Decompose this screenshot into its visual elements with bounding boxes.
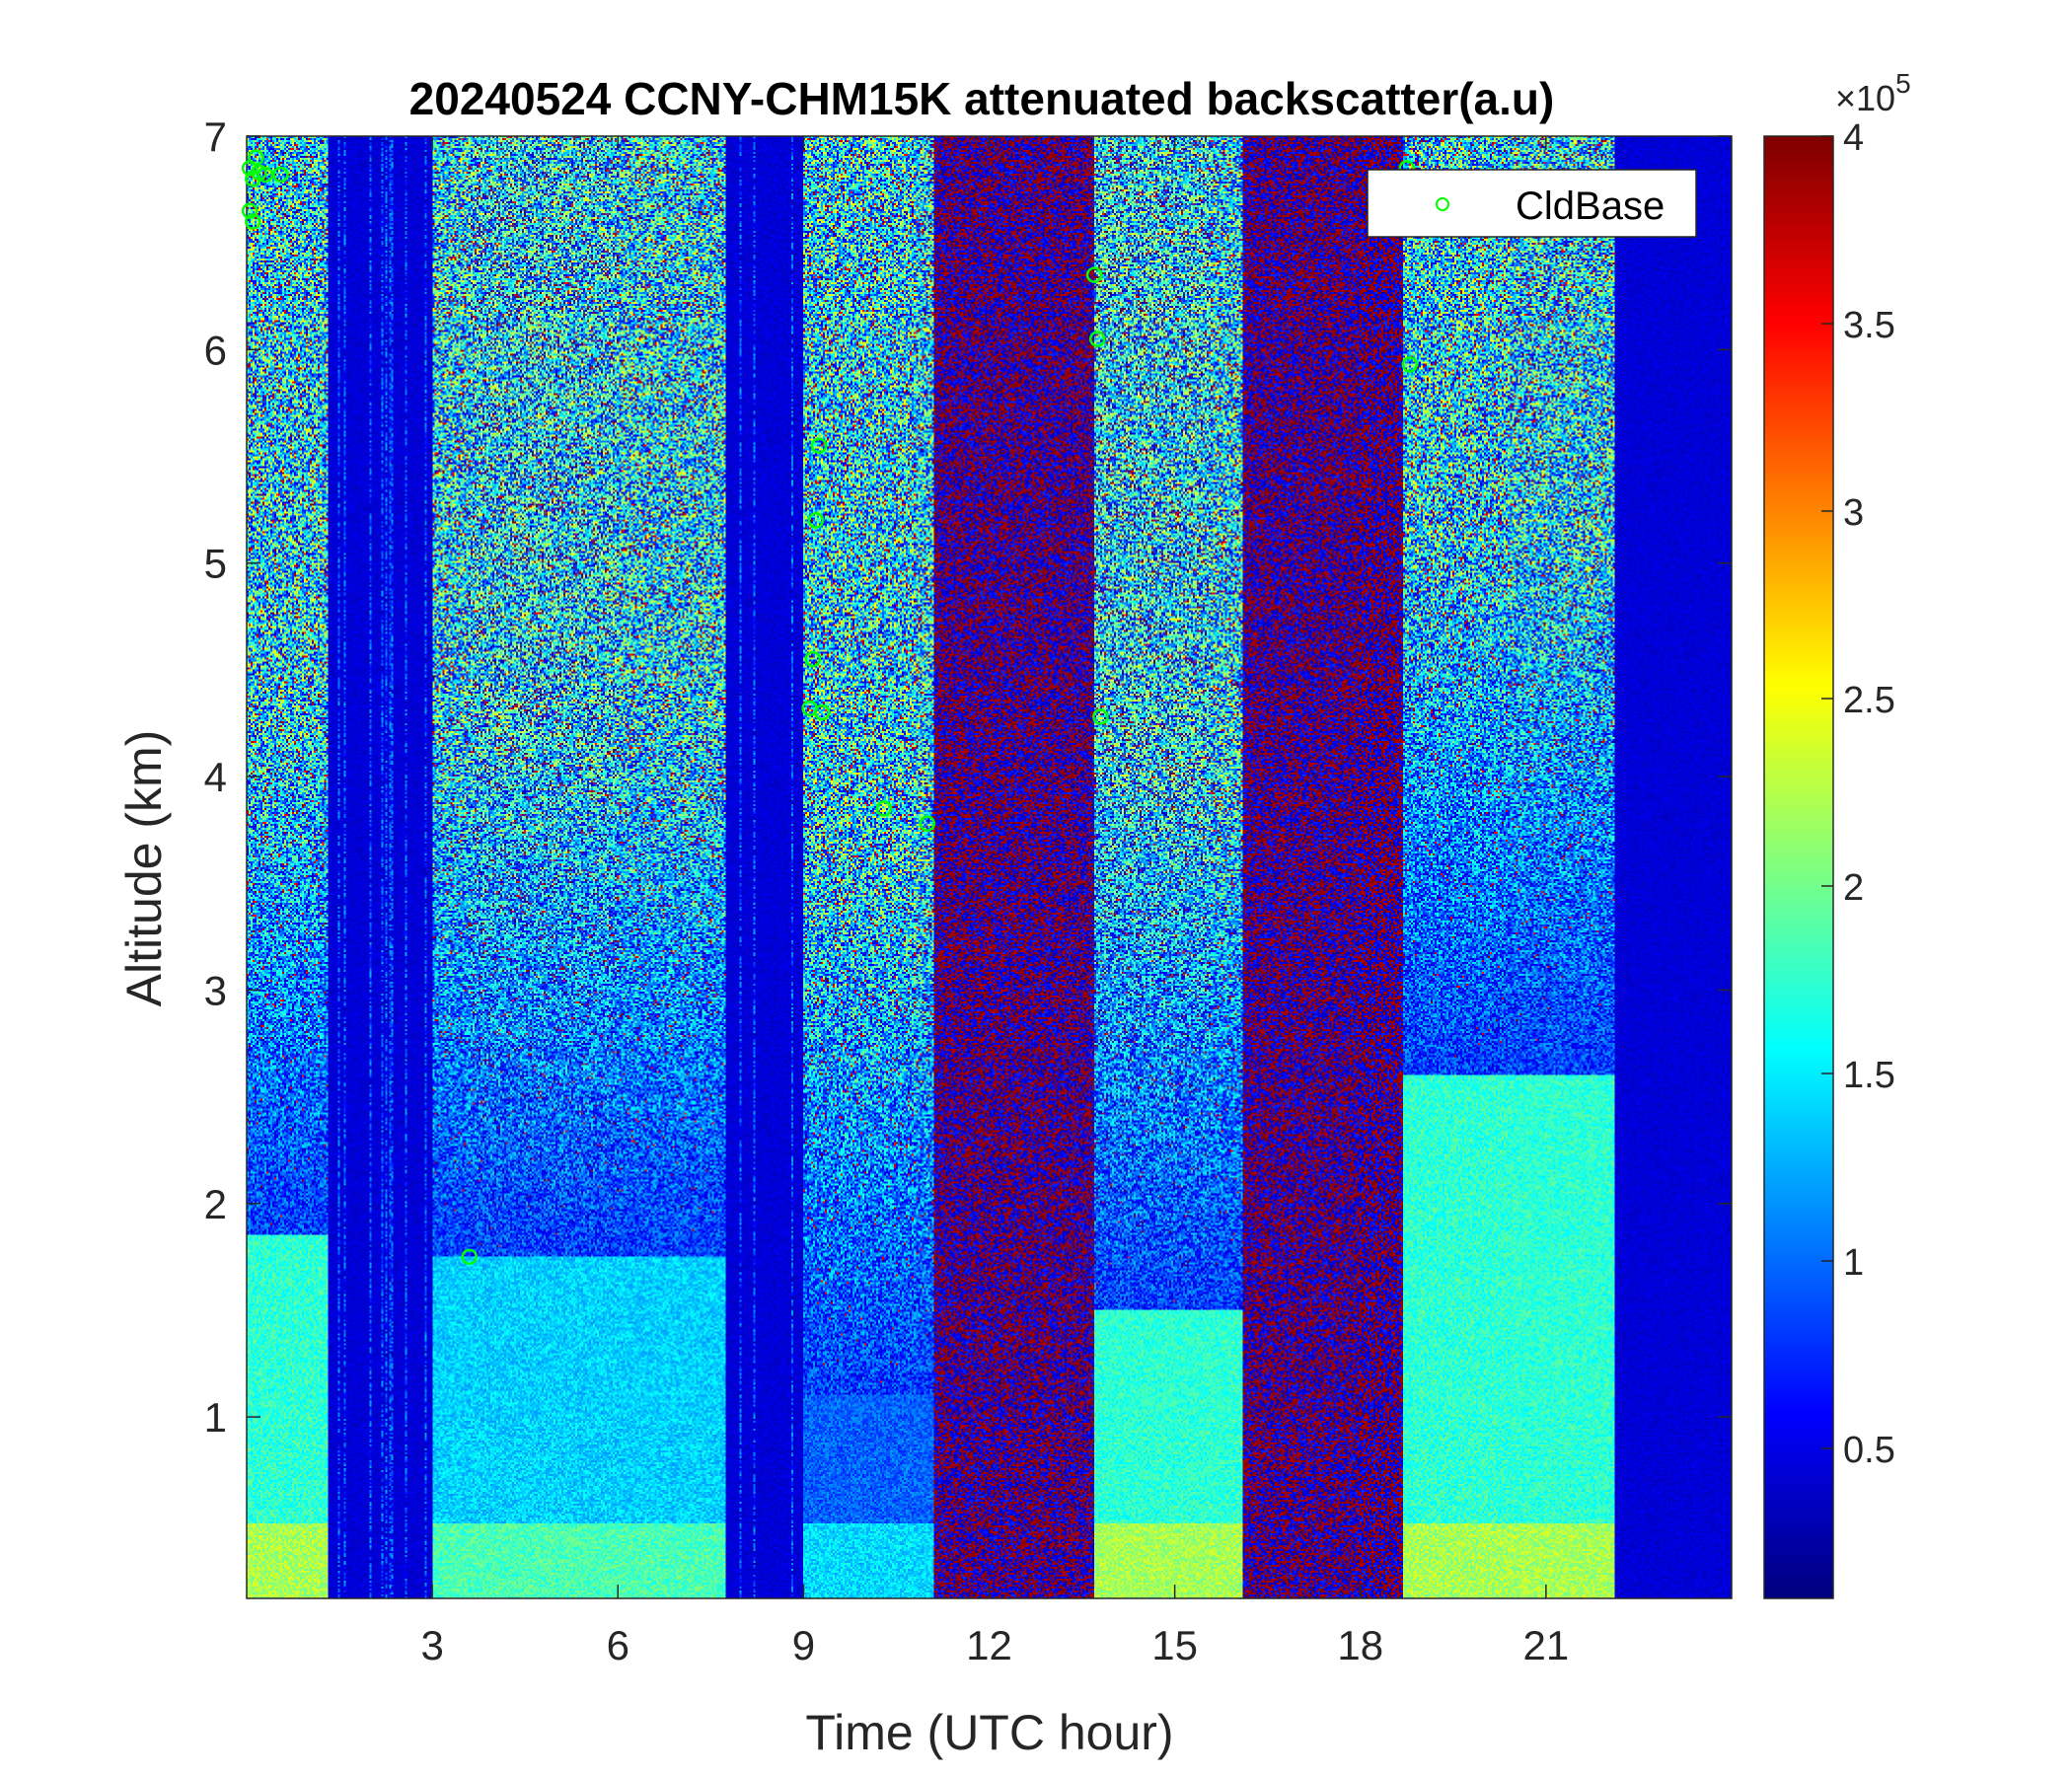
cldbase-point bbox=[807, 512, 825, 529]
x-axis-label: Time (UTC hour) bbox=[805, 1705, 1173, 1760]
legend-marker-icon bbox=[1436, 197, 1449, 211]
legend: CldBase bbox=[1367, 169, 1697, 238]
heatmap-image bbox=[247, 136, 1732, 1598]
plot-area bbox=[246, 135, 1733, 1599]
cldbase-point bbox=[241, 202, 259, 219]
colorbar-tick-label: 2.5 bbox=[1843, 680, 1895, 721]
cldbase-point bbox=[1088, 331, 1106, 347]
cldbase-point bbox=[1401, 356, 1419, 373]
x-axis: 3 6 9 12 15 18 21 bbox=[420, 136, 1569, 1668]
colorbar: 0.5 1 1.5 2 2.5 3 3.5 4 ×105 bbox=[1763, 68, 1911, 1599]
legend-box bbox=[1367, 169, 1697, 238]
cldbase-point bbox=[272, 166, 289, 184]
y-tick-label: 6 bbox=[204, 327, 227, 373]
y-tick-label: 4 bbox=[204, 754, 227, 800]
colorbar-tick-label: 1.5 bbox=[1843, 1055, 1895, 1096]
cldbase-point bbox=[810, 437, 828, 454]
cldbase-point bbox=[248, 149, 264, 166]
colorbar-tick-label: 4 bbox=[1843, 117, 1864, 159]
colorbar-tick-label: 1 bbox=[1843, 1242, 1864, 1284]
y-axis: 1 2 3 4 5 6 7 bbox=[204, 113, 1732, 1441]
x-tick-label: 9 bbox=[792, 1622, 815, 1668]
colorbar-tick-label: 3.5 bbox=[1843, 305, 1895, 346]
x-tick-label: 3 bbox=[420, 1622, 443, 1668]
cldbase-point bbox=[461, 1248, 478, 1266]
y-tick-label: 3 bbox=[204, 967, 227, 1013]
cldbase-point bbox=[1092, 708, 1109, 725]
x-tick-label: 18 bbox=[1337, 1622, 1383, 1668]
colorbar-gradient bbox=[1764, 136, 1833, 1598]
x-tick-label: 21 bbox=[1523, 1622, 1570, 1668]
cldbase-point bbox=[257, 166, 274, 184]
cldbase-point bbox=[245, 213, 261, 230]
cldbase-markers bbox=[241, 149, 1419, 1266]
chart-title: 20240524 CCNY-CHM15K attenuated backscat… bbox=[409, 73, 1555, 124]
colorbar-exponent: ×105 bbox=[1835, 68, 1911, 118]
colorbar-tick-label: 2 bbox=[1843, 867, 1864, 909]
colorbar-tick-label: 0.5 bbox=[1843, 1430, 1895, 1471]
colorbar-frame bbox=[1763, 135, 1834, 1599]
cldbase-point bbox=[875, 800, 893, 817]
y-tick-label: 1 bbox=[204, 1394, 227, 1441]
y-tick-label: 7 bbox=[204, 113, 227, 160]
cldbase-point bbox=[919, 815, 936, 832]
colorbar-tick-label: 3 bbox=[1843, 492, 1864, 534]
x-tick-label: 6 bbox=[607, 1622, 629, 1668]
cldbase-point bbox=[804, 650, 822, 668]
y-tick-label: 2 bbox=[204, 1181, 227, 1227]
colorbar-ticks: 0.5 1 1.5 2 2.5 3 3.5 4 bbox=[1821, 117, 1895, 1471]
legend-entry-cldbase: CldBase bbox=[1516, 185, 1665, 228]
colorbar-exponent-power: 5 bbox=[1895, 68, 1911, 99]
cldbase-point bbox=[1085, 266, 1103, 283]
y-tick-label: 5 bbox=[204, 541, 227, 587]
x-tick-label: 15 bbox=[1151, 1622, 1198, 1668]
colorbar-exponent-base: ×10 bbox=[1835, 78, 1895, 118]
x-tick-label: 12 bbox=[966, 1622, 1012, 1668]
cldbase-point bbox=[813, 703, 831, 721]
y-axis-label: Altitude (km) bbox=[116, 730, 172, 1007]
